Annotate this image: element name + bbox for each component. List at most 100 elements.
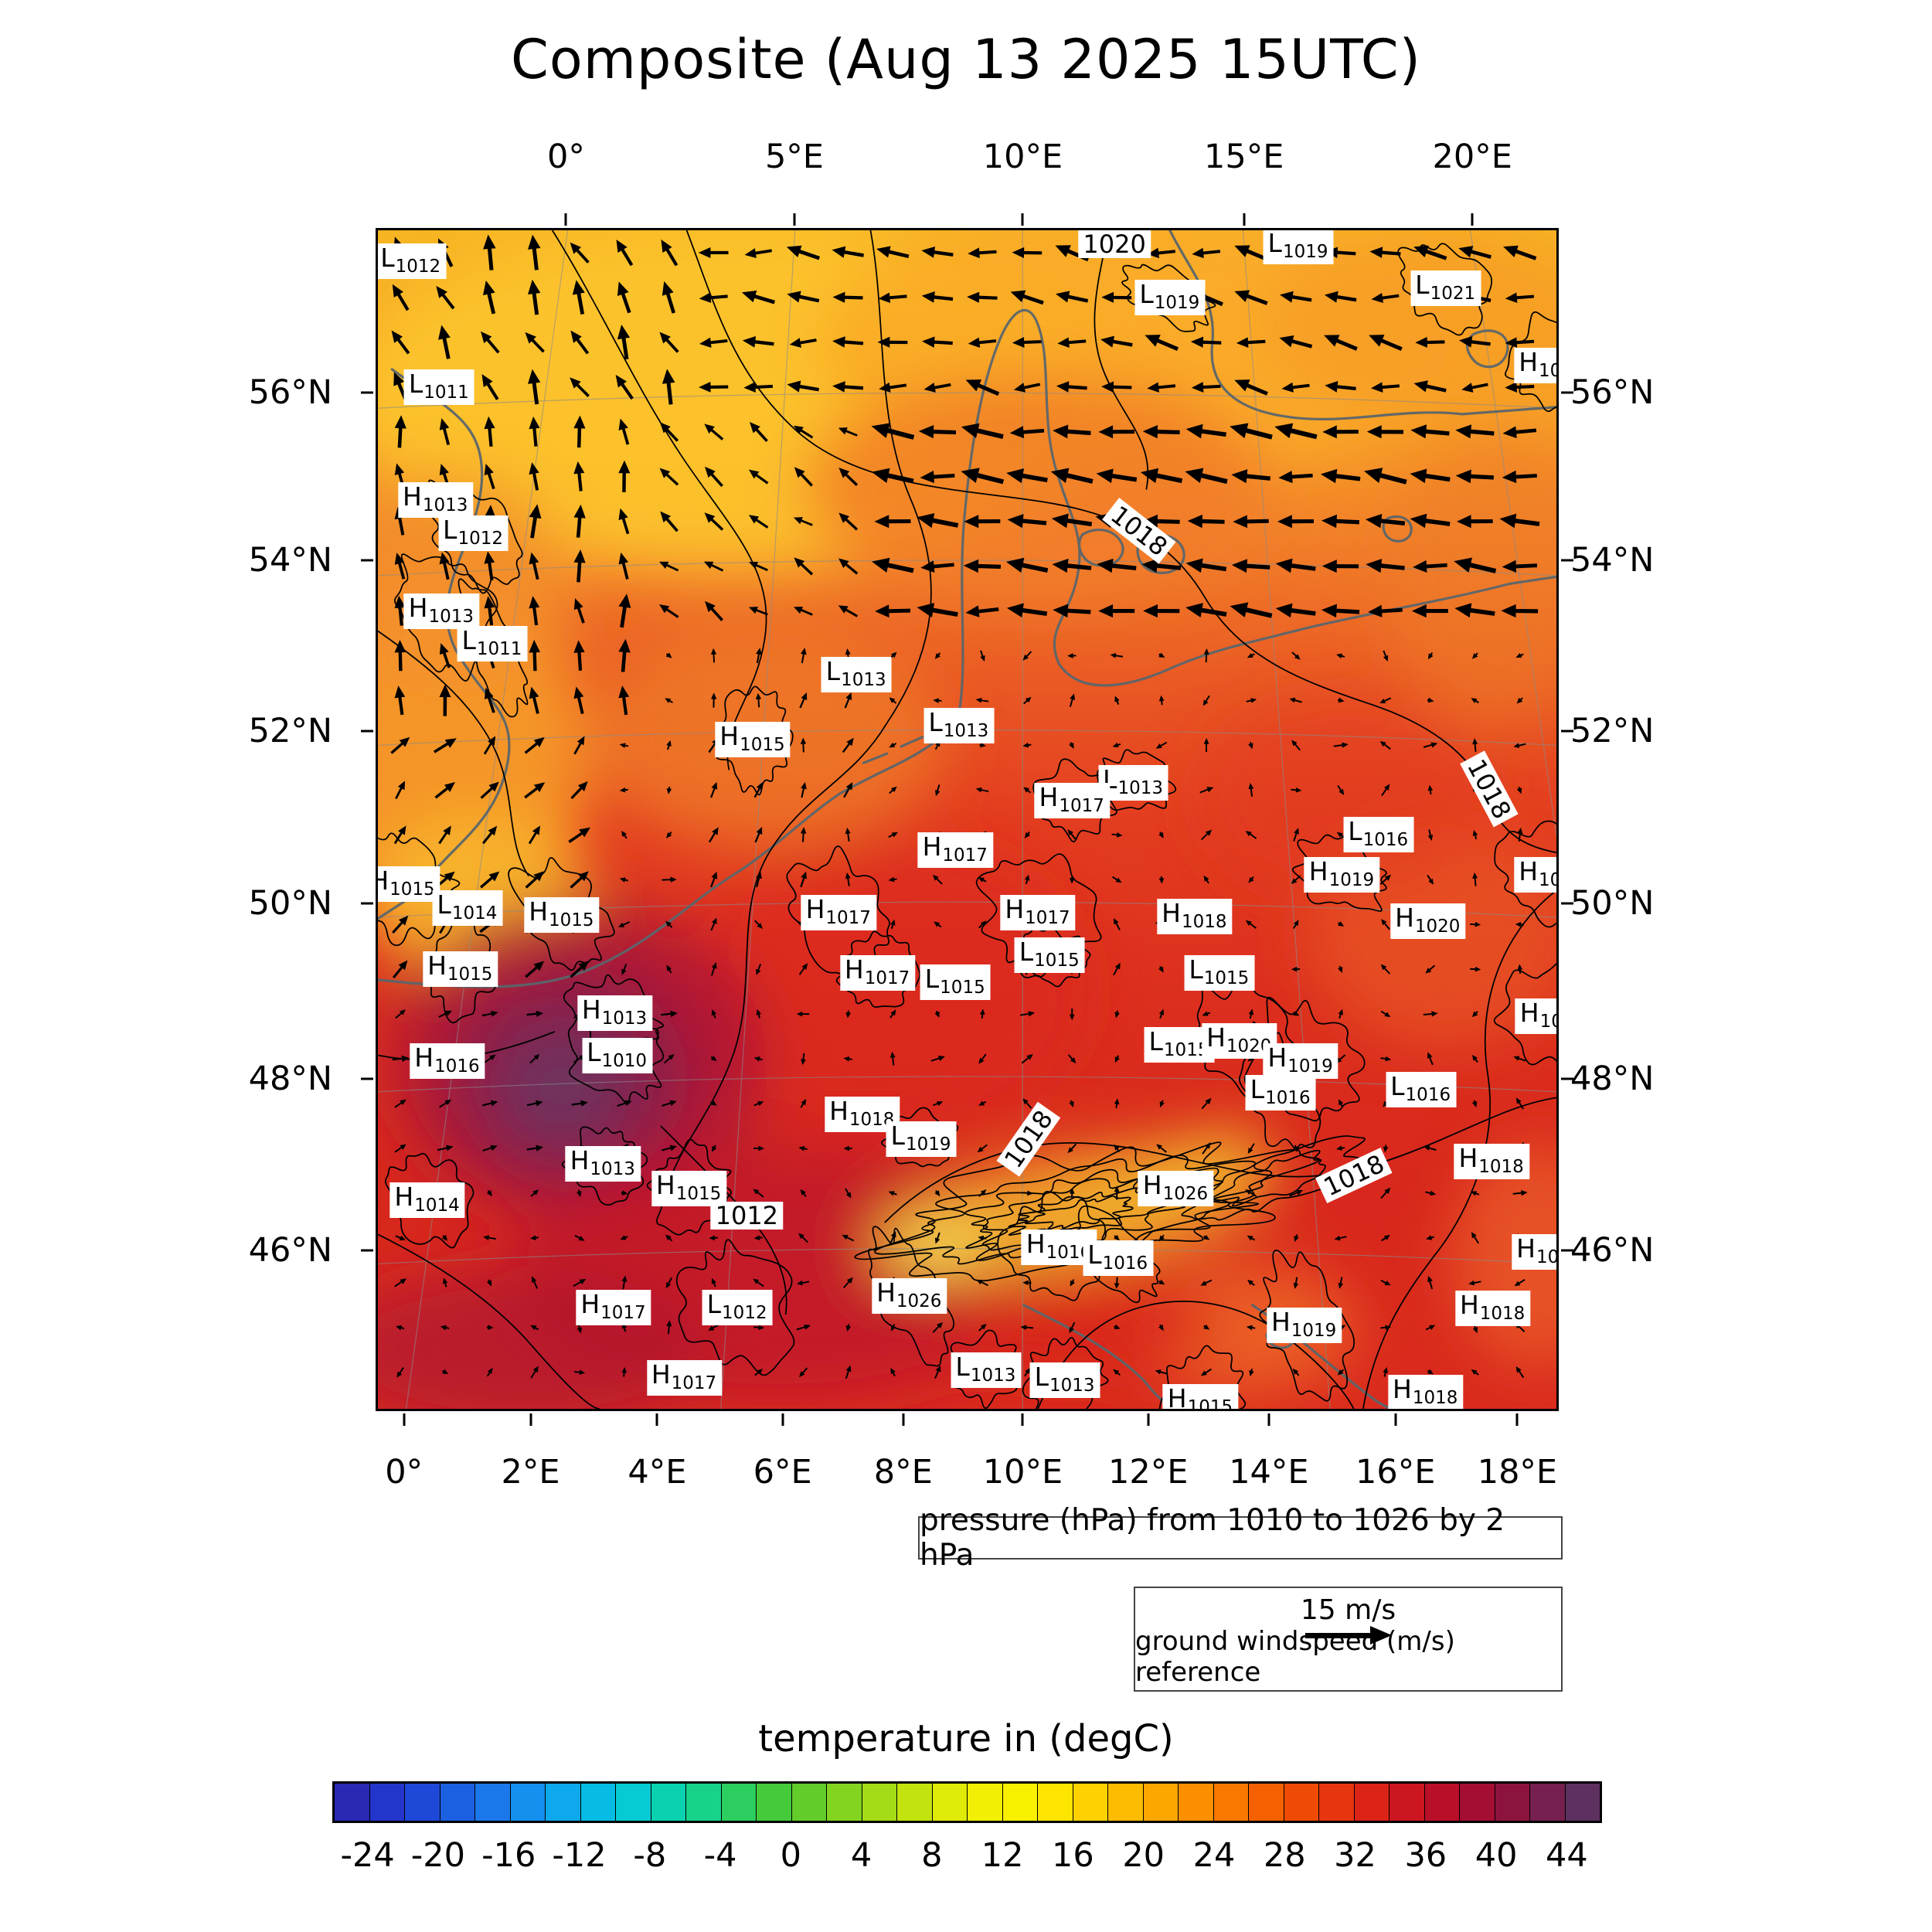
pressure-center-label: H1017 <box>839 954 916 991</box>
lon-tick-label-bottom: 0° <box>385 1453 423 1492</box>
colorbar-segment <box>1565 1784 1600 1821</box>
weather-map: L1012L1019L1019L1021H1019L1011H1013L1012… <box>376 228 1559 1411</box>
colorbar-tick-label: -4 <box>703 1836 737 1875</box>
colorbar-segment <box>897 1784 933 1821</box>
colorbar-tick-label: 44 <box>1546 1836 1588 1875</box>
colorbar-tick-label: 12 <box>981 1836 1024 1875</box>
lon-axis-top: 0° 5°E 10°E 15°E 20°E <box>376 138 1559 178</box>
colorbar-segment <box>1002 1784 1038 1821</box>
lat-tick-label-right: 52°N <box>1570 711 1655 750</box>
pressure-center-label: H1017 <box>576 1289 651 1325</box>
pressure-labels-layer: L1012L1019L1019L1021H1019L1011H1013L1012… <box>378 230 1556 1409</box>
pressure-center-label: H1019 <box>1263 1043 1338 1080</box>
lon-tick-label-bottom: 14°E <box>1229 1453 1309 1492</box>
colorbar-tick-label: -8 <box>633 1836 667 1875</box>
colorbar-segment <box>791 1784 827 1821</box>
wind-legend-caption: ground windspeed (m/s) reference <box>1135 1626 1455 1688</box>
colorbar-segment <box>335 1784 370 1821</box>
colorbar-tick-label: 24 <box>1192 1836 1236 1875</box>
pressure-center-label: H1020 <box>1202 1023 1277 1060</box>
pressure-center-label: H1015 <box>651 1170 727 1206</box>
contour-value-label: 1018 <box>1460 750 1519 828</box>
colorbar-segment <box>827 1784 862 1821</box>
pressure-center-label: H1015 <box>423 951 498 988</box>
pressure-center-label: H1017 <box>1512 1234 1556 1270</box>
lon-tick-label-bottom: 4°E <box>628 1453 687 1492</box>
colorbar-segment <box>1389 1784 1425 1821</box>
arrow-head <box>1369 1626 1392 1645</box>
colorbar-segment <box>1495 1784 1530 1821</box>
lat-tick-label-right: 50°N <box>1570 884 1655 923</box>
pressure-center-label: H1018 <box>1454 1143 1529 1179</box>
pressure-center-label: L1014 <box>432 889 503 926</box>
colorbar-tick-label: 0 <box>780 1836 801 1875</box>
colorbar-segment <box>1424 1784 1460 1821</box>
colorbar-segment <box>862 1784 897 1821</box>
lon-tick-label-bottom: 18°E <box>1477 1453 1558 1492</box>
pressure-center-label: L1016 <box>1083 1240 1154 1276</box>
lat-tick-label-right: 54°N <box>1570 541 1655 580</box>
colorbar-segment <box>546 1784 581 1821</box>
pressure-center-label: L1015 <box>1184 954 1255 991</box>
lon-tick-label-top: 5°E <box>764 138 824 176</box>
pressure-center-label: H1015 <box>524 897 600 934</box>
contour-value-label: 1012 <box>710 1201 784 1230</box>
axis-tick-mark <box>1561 391 1573 394</box>
lat-tick-label-right: 46°N <box>1570 1230 1655 1270</box>
pressure-center-label: H1013 <box>403 593 480 629</box>
colorbar-tick-label: -20 <box>410 1836 466 1875</box>
colorbar-tick-label: -16 <box>481 1836 536 1875</box>
pressure-center-label: L1013 <box>923 707 995 743</box>
axis-tick-mark <box>1561 902 1573 905</box>
colorbar-tick-label: 20 <box>1122 1836 1165 1875</box>
axis-tick-mark <box>1243 213 1246 226</box>
colorbar-tick-label: 16 <box>1052 1836 1094 1875</box>
pressure-center-label: L1019 <box>886 1121 957 1157</box>
contour-value-label: 1018 <box>1102 497 1177 564</box>
colorbar-tick-label: 4 <box>850 1836 872 1875</box>
lat-axis-left: 56°N 54°N 52°N 50°N 48°N 46°N <box>178 228 332 1411</box>
axis-tick-mark <box>361 730 373 733</box>
colorbar-segment <box>1073 1784 1108 1821</box>
pressure-center-label: H1018 <box>1388 1374 1464 1409</box>
pressure-center-label: H1026 <box>872 1277 947 1314</box>
lat-tick-label-left: 48°N <box>248 1059 332 1098</box>
pressure-center-label: L1013 <box>1029 1362 1100 1399</box>
pressure-center-label: L1011 <box>457 626 528 662</box>
pressure-center-label: H1013 <box>398 482 474 519</box>
colorbar-segment <box>1179 1784 1214 1821</box>
pressure-center-label: H1013 <box>565 1145 641 1182</box>
colorbar-tick-labels: -24 -20 -16 -12 -8 -4 0 4 8 12 16 20 24 28 32 36 40 44 <box>332 1836 1602 1876</box>
pressure-center-label: H1015 <box>1514 857 1556 893</box>
pressure-center-label: H1019 <box>1266 1307 1342 1343</box>
colorbar-segment <box>651 1784 686 1821</box>
colorbar-title: temperature in (degC) <box>758 1717 1174 1760</box>
pressure-center-label: L1012 <box>438 515 509 551</box>
colorbar-tick-label: 8 <box>921 1836 943 1875</box>
colorbar-segment <box>1038 1784 1073 1821</box>
colorbar-segment <box>721 1784 757 1821</box>
colorbar-tick-label: 28 <box>1263 1836 1306 1875</box>
pressure-center-label: L1015 <box>1014 937 1085 973</box>
axis-tick-mark <box>361 1249 373 1252</box>
pressure-center-label: H1014 <box>389 1182 465 1219</box>
contour-value-label: 1018 <box>996 1101 1061 1177</box>
pressure-center-label: L1016 <box>1245 1075 1316 1111</box>
pressure-center-label: H1017 <box>1034 783 1110 819</box>
colorbar-segment <box>616 1784 651 1821</box>
pressure-center-label: L1012 <box>702 1289 773 1325</box>
axis-tick-mark <box>1021 1413 1024 1426</box>
pressure-center-label: H1020 <box>1390 903 1466 939</box>
colorbar-segment <box>1213 1784 1249 1821</box>
lon-tick-label-bottom: 2°E <box>501 1453 560 1492</box>
colorbar-segment <box>440 1784 475 1821</box>
axis-tick-mark <box>793 213 796 226</box>
pressure-center-label: H1016 <box>410 1043 485 1080</box>
colorbar-segment <box>757 1784 792 1821</box>
axis-tick-mark <box>1561 1249 1573 1252</box>
axis-tick-mark <box>1561 730 1573 733</box>
pressure-center-label: H1017 <box>917 832 993 869</box>
pressure-center-label: L1016 <box>1386 1071 1457 1107</box>
pressure-center-label: H1018 <box>1454 1291 1531 1327</box>
colorbar-segment <box>1143 1784 1179 1821</box>
